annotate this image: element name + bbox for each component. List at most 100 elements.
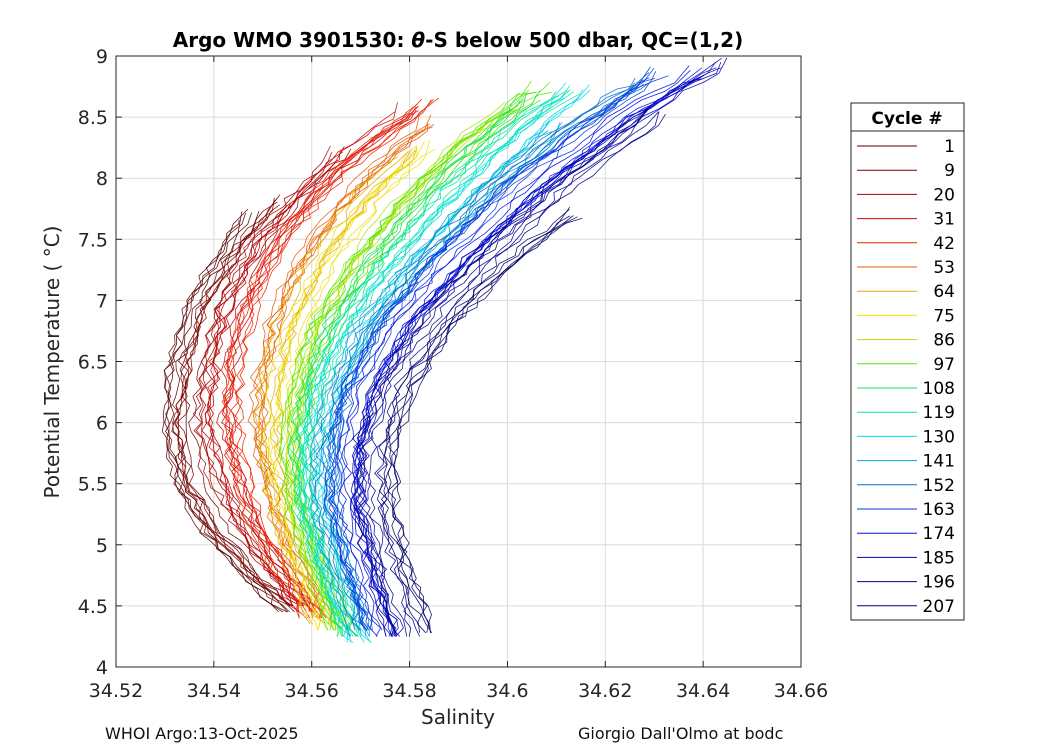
- profile-line: [300, 96, 564, 643]
- legend-entries: 1 9 20 31 42 53 64 75 86 97 108 119 130 141 152 163 174 1…: [857, 137, 955, 617]
- legend-label-31: 31: [933, 210, 955, 230]
- series-97: [277, 80, 552, 631]
- y-tick-label: 4: [96, 657, 108, 679]
- y-tick-label: 8.5: [78, 107, 108, 129]
- profile-line: [321, 82, 636, 631]
- profile-line: [269, 146, 418, 631]
- x-tick-label: 34.58: [382, 680, 436, 702]
- profile-line: [361, 57, 728, 637]
- legend-label-86: 86: [933, 331, 955, 351]
- profile-line: [297, 82, 551, 631]
- legend-label-130: 130: [923, 427, 955, 447]
- legend-label-185: 185: [923, 548, 955, 568]
- y-tick-label: 5: [96, 535, 108, 557]
- profile-line: [192, 152, 333, 607]
- y-tick-label: 5.5: [78, 474, 108, 496]
- x-tick-label: 34.56: [285, 680, 339, 702]
- profile-line: [336, 83, 648, 631]
- profile-line: [393, 216, 578, 633]
- profile-line: [355, 108, 647, 637]
- series-9: [172, 194, 305, 607]
- profile-line: [253, 114, 432, 619]
- legend-label-53: 53: [933, 258, 955, 278]
- profile-line: [294, 90, 557, 637]
- x-axis-label: Salinity: [421, 705, 495, 729]
- legend-label-152: 152: [923, 476, 955, 496]
- legend-label-1: 1: [944, 137, 955, 157]
- legend-label-119: 119: [923, 403, 955, 423]
- profile-line: [310, 122, 550, 637]
- profile-line: [289, 104, 519, 631]
- profile-line: [199, 151, 344, 607]
- profile-line: [201, 146, 345, 607]
- chart-title-theta: θ: [411, 28, 425, 52]
- legend-label-75: 75: [933, 306, 955, 326]
- y-tick-label: 7.5: [78, 229, 108, 251]
- profile-line: [256, 156, 398, 625]
- footer-left: WHOI Argo:13-Oct-2025: [105, 724, 299, 743]
- profile-line: [325, 66, 651, 631]
- profile-line: [360, 108, 649, 637]
- profile-line: [314, 85, 635, 631]
- x-tick-label: 34.62: [578, 680, 632, 702]
- profile-line: [341, 70, 691, 637]
- profile-line: [287, 97, 526, 637]
- profile-line: [312, 93, 580, 637]
- profile-line: [176, 204, 293, 607]
- legend-label-9: 9: [944, 161, 955, 181]
- profile-line: [293, 95, 560, 637]
- series-207: [377, 206, 583, 634]
- x-tick-label: 34.66: [774, 680, 828, 702]
- legend-label-163: 163: [923, 500, 955, 520]
- y-axis-label: Potential Temperature ( °C): [40, 226, 64, 499]
- profile-line: [329, 71, 657, 631]
- profile-line: [235, 97, 440, 619]
- profile-line: [328, 67, 655, 631]
- profile-line: [320, 77, 636, 631]
- y-tick-label: 6.5: [78, 352, 108, 374]
- profile-line: [350, 57, 722, 637]
- profile-line: [307, 91, 575, 637]
- legend-label-141: 141: [923, 452, 955, 472]
- profile-line: [204, 111, 396, 613]
- series-layer: [161, 57, 728, 643]
- y-tick-label: 7: [96, 290, 108, 312]
- x-tick-label: 34.54: [187, 680, 241, 702]
- legend-label-207: 207: [923, 597, 955, 617]
- legend-title: Cycle #: [871, 109, 942, 129]
- profile-line: [221, 106, 417, 613]
- profile-line: [353, 67, 703, 637]
- chart-title: Argo WMO 3901530: θ-S below 500 dbar, QC…: [173, 28, 743, 52]
- legend-label-20: 20: [933, 185, 955, 205]
- profile-line: [164, 212, 284, 613]
- x-tick-label: 34.52: [89, 680, 143, 702]
- profile-line: [352, 67, 717, 637]
- profile-line: [367, 111, 659, 637]
- series-163: [324, 66, 669, 631]
- profile-line: [179, 211, 295, 613]
- profile-line: [307, 89, 571, 637]
- x-tick-label: 34.6: [486, 680, 528, 702]
- series-119: [293, 89, 580, 637]
- profile-line: [223, 110, 419, 619]
- profile-line: [297, 90, 568, 637]
- profile-line: [174, 194, 294, 607]
- profile-line: [387, 215, 574, 634]
- series-185: [350, 57, 728, 637]
- profile-line: [267, 152, 416, 631]
- profile-line: [207, 102, 398, 613]
- series-42: [221, 97, 440, 619]
- profile-line: [308, 130, 549, 637]
- legend-label-108: 108: [923, 379, 955, 399]
- profile-line: [355, 109, 648, 637]
- profile-line: [337, 75, 669, 631]
- profile-line: [230, 99, 432, 619]
- profile-line: [165, 211, 290, 613]
- profile-line: [336, 65, 690, 637]
- profile-line: [216, 113, 411, 613]
- profile-line: [207, 148, 352, 607]
- profile-line: [294, 92, 527, 637]
- legend-box: [850, 102, 965, 621]
- y-tick-label: 4.5: [78, 596, 108, 618]
